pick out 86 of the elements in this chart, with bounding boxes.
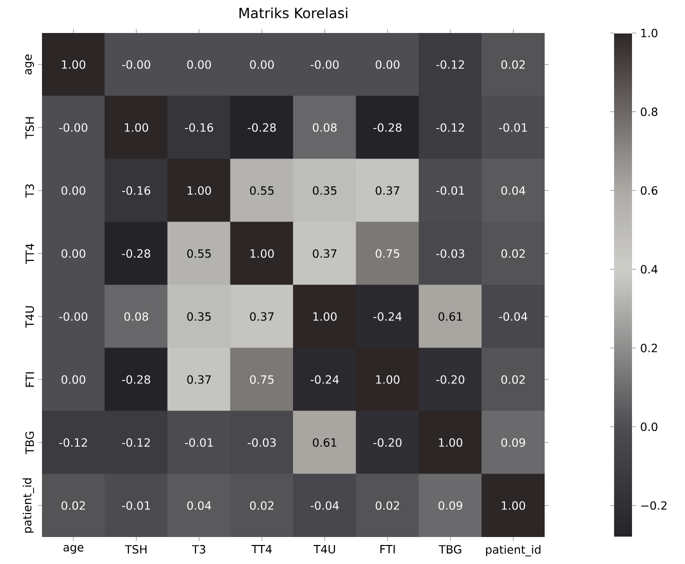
x-tick-label: T3 <box>192 545 206 554</box>
data-label: 1.00 <box>376 375 400 384</box>
y-tick-label: TT4 <box>26 244 34 264</box>
y-tick-label: TBG <box>25 432 34 454</box>
data-label: 0.09 <box>501 438 526 447</box>
color-bar-label: 1.0 <box>641 28 658 38</box>
data-label: -0.28 <box>122 375 150 384</box>
data-label: -0.28 <box>373 123 402 132</box>
data-label: 0.09 <box>438 501 462 510</box>
data-label: -0.03 <box>248 438 276 447</box>
x-tick-label: TT4 <box>251 545 272 554</box>
data-label: 0.37 <box>187 375 211 384</box>
data-label: -0.12 <box>436 123 464 132</box>
data-label: -0.12 <box>436 60 464 69</box>
data-label: -0.20 <box>436 375 464 384</box>
data-label: 1.00 <box>439 438 462 447</box>
data-label: 0.00 <box>250 60 274 69</box>
y-tick-label: T4U <box>26 306 34 328</box>
x-tick-label: TBG <box>438 545 462 554</box>
color-bar-label: −0.2 <box>641 501 666 510</box>
y-tick-label: TSH <box>25 117 34 139</box>
data-label: -0.20 <box>373 438 402 447</box>
data-label: 0.02 <box>501 375 525 384</box>
data-label: -0.00 <box>310 60 339 69</box>
data-label: 0.02 <box>501 60 525 69</box>
data-label: 0.02 <box>501 249 525 258</box>
data-label: -0.01 <box>436 186 464 195</box>
data-label: -0.03 <box>436 249 464 258</box>
data-label: 0.37 <box>376 186 400 195</box>
data-label: 0.55 <box>187 249 211 258</box>
y-tick-label: T3 <box>25 184 34 198</box>
data-label: -0.00 <box>59 312 88 321</box>
color-bar-label: 0.6 <box>640 186 658 195</box>
data-label: -0.16 <box>184 123 214 132</box>
data-label: 0.00 <box>376 60 400 69</box>
data-label: 0.00 <box>62 249 86 258</box>
color-bar-label: 0.8 <box>640 107 658 116</box>
data-label: -0.24 <box>373 312 402 321</box>
x-tick-label: age <box>64 545 84 554</box>
data-label: 0.08 <box>312 123 337 132</box>
data-label: -0.04 <box>499 312 528 321</box>
data-label: 0.02 <box>376 501 400 510</box>
chart-title: Matriks Korelasi <box>240 7 348 18</box>
data-label: 0.61 <box>312 438 336 447</box>
data-label: 0.00 <box>62 186 86 195</box>
y-tick-label: age <box>25 54 34 74</box>
data-label: 1.00 <box>313 312 337 321</box>
data-label: 1.00 <box>62 60 86 69</box>
data-label: -0.28 <box>248 123 276 132</box>
data-label: -0.00 <box>59 123 88 132</box>
x-tick-label: T4U <box>313 545 335 554</box>
color-bar-label: 0.2 <box>640 344 657 352</box>
data-label: -0.04 <box>310 501 339 510</box>
data-label: 1.00 <box>124 123 148 132</box>
data-label: 0.00 <box>187 60 211 69</box>
data-label: 0.37 <box>250 312 274 321</box>
y-tick-label: FTI <box>26 372 34 387</box>
data-label: 0.02 <box>62 501 85 510</box>
data-label: -0.12 <box>122 438 150 447</box>
color-bar-label: 0.0 <box>640 422 658 432</box>
data-label: 0.75 <box>250 375 274 384</box>
data-label: 0.35 <box>187 312 211 321</box>
data-label: 1.00 <box>502 501 526 510</box>
data-label: 0.61 <box>438 312 462 321</box>
x-tick-label: patient_id <box>486 545 540 556</box>
data-label: -0.00 <box>122 60 150 69</box>
data-label: -0.12 <box>59 438 87 447</box>
data-label: -0.24 <box>310 375 339 384</box>
x-tick-label: FTI <box>380 545 395 554</box>
data-label: 1.00 <box>250 249 274 258</box>
x-tick-label: TSH <box>124 545 146 554</box>
data-label: 1.00 <box>188 186 211 195</box>
data-label: 0.55 <box>250 186 274 195</box>
data-label: 0.35 <box>312 186 336 195</box>
color-bar-label: 0.4 <box>640 264 658 274</box>
data-label: 0.08 <box>124 312 148 321</box>
data-label: -0.01 <box>499 123 527 132</box>
data-label: 0.75 <box>376 249 400 258</box>
data-label: -0.01 <box>184 438 213 447</box>
data-label: 0.37 <box>312 249 336 258</box>
data-label: -0.16 <box>122 186 150 195</box>
data-label: 0.04 <box>501 186 526 195</box>
data-label: -0.28 <box>122 249 150 258</box>
data-label: 0.00 <box>62 375 86 384</box>
data-label: 0.04 <box>187 501 212 510</box>
data-label: 0.02 <box>250 501 274 510</box>
